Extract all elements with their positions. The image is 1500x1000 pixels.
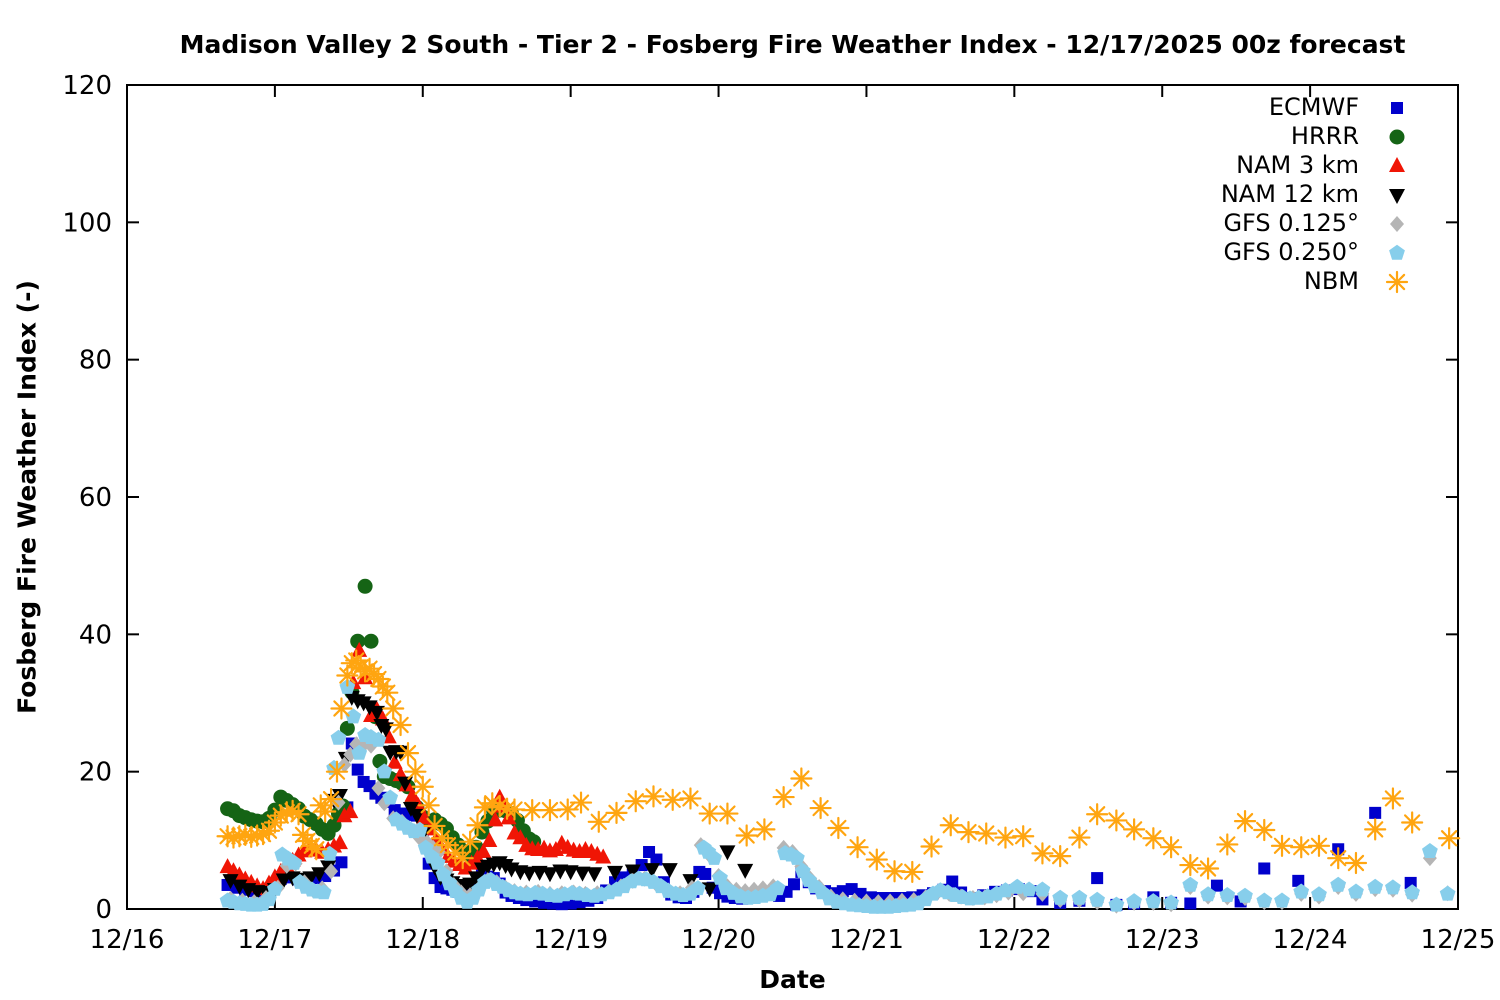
nam-12-km-legend-marker-icon bbox=[1389, 188, 1405, 204]
legend-item-ecmwf: ECMWF bbox=[1135, 93, 1435, 122]
series-nbm-points bbox=[216, 649, 1461, 884]
nam-3-km-legend-marker-icon bbox=[1389, 156, 1405, 172]
y-tick-label: 120 bbox=[62, 71, 112, 101]
legend-item-nam-3-km: NAM 3 km bbox=[1135, 151, 1435, 180]
x-tick-label: 12/22 bbox=[977, 925, 1052, 955]
y-tick-label: 20 bbox=[79, 758, 112, 788]
hrrr-legend-marker-icon bbox=[1389, 129, 1405, 144]
y-tick-label: 80 bbox=[79, 346, 112, 376]
legend-label: ECMWF bbox=[1268, 93, 1359, 121]
x-tick-label: 12/18 bbox=[385, 925, 460, 955]
legend-label: NBM bbox=[1303, 267, 1359, 295]
x-tick-label: 12/17 bbox=[237, 925, 312, 955]
legend-label: GFS 0.250° bbox=[1223, 238, 1359, 266]
x-tick-label: 12/16 bbox=[90, 925, 165, 955]
legend-item-gfs-0-250: GFS 0.250° bbox=[1135, 238, 1435, 267]
legend-label: NAM 12 km bbox=[1220, 180, 1359, 208]
legend-label: GFS 0.125° bbox=[1223, 209, 1359, 237]
y-tick-label: 100 bbox=[62, 208, 112, 238]
legend-item-hrrr: HRRR bbox=[1135, 122, 1435, 151]
series-gfs-0-250-points bbox=[219, 678, 1456, 914]
ecmwf-legend-marker-icon bbox=[1391, 101, 1403, 114]
legend-item-gfs-0-125: GFS 0.125° bbox=[1135, 209, 1435, 238]
y-tick-label: 40 bbox=[79, 620, 112, 650]
chart-title: Madison Valley 2 South - Tier 2 - Fosber… bbox=[179, 30, 1406, 59]
x-tick-label: 12/24 bbox=[1273, 925, 1348, 955]
legend-item-nam-12-km: NAM 12 km bbox=[1135, 180, 1435, 209]
legend-label: NAM 3 km bbox=[1236, 151, 1359, 179]
gfs-0-250-legend-marker-icon bbox=[1389, 244, 1405, 260]
x-tick-label: 12/23 bbox=[1125, 925, 1200, 955]
legend: ECMWF HRRR NAM 3 km NAM 12 km GFS 0.125° GFS … bbox=[1135, 93, 1435, 296]
x-axis-ticks: 12/16 12/17 12/18 12/19 12/20 12/21 12/22 12/23… bbox=[90, 85, 1496, 955]
nbm-legend-marker-icon bbox=[1385, 270, 1409, 293]
x-tick-label: 12/25 bbox=[1421, 925, 1496, 955]
y-tick-label: 60 bbox=[79, 483, 112, 513]
x-tick-label: 12/19 bbox=[533, 925, 608, 955]
y-axis-ticks: 0 20 40 60 80 100 120 bbox=[62, 71, 1458, 925]
legend-label: HRRR bbox=[1290, 122, 1359, 150]
x-tick-label: 12/21 bbox=[829, 925, 904, 955]
gfs-0-125-legend-marker-icon bbox=[1390, 215, 1404, 232]
y-tick-label: 0 bbox=[95, 895, 112, 925]
x-axis-label: Date bbox=[759, 965, 826, 994]
x-tick-label: 12/20 bbox=[681, 925, 756, 955]
legend-item-nbm: NBM bbox=[1135, 267, 1435, 296]
